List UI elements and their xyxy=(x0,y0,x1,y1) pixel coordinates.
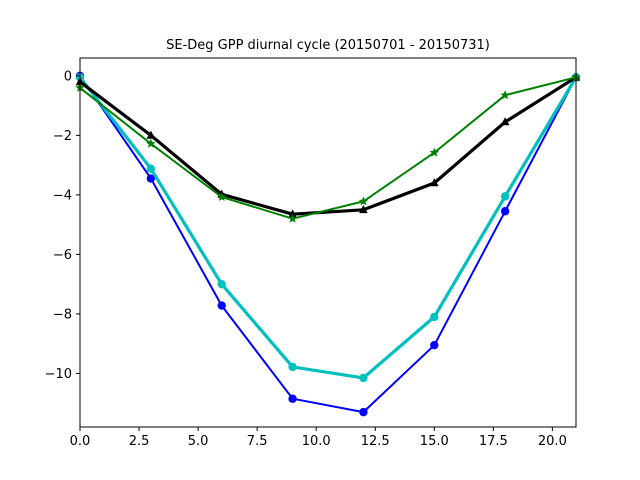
y-tick-label: −2 xyxy=(53,129,72,144)
series-4-point-4 xyxy=(287,213,298,223)
series-4-point-6 xyxy=(429,147,439,157)
series-layer xyxy=(75,71,581,417)
plot-frame xyxy=(79,57,577,428)
x-tick-label: 5.0 xyxy=(188,434,209,449)
series-3-point-4 xyxy=(288,209,297,218)
series-3-point-5 xyxy=(359,205,368,214)
series-3-point-7 xyxy=(500,117,510,126)
x-tick-label: 17.5 xyxy=(479,434,508,449)
series-1-point-4 xyxy=(288,394,297,403)
series-1-point-2 xyxy=(146,174,156,183)
series-line-3 xyxy=(79,75,577,216)
series-2-point-5 xyxy=(359,373,368,383)
y-tick-label: −6 xyxy=(53,248,72,263)
series-1-point-6 xyxy=(430,340,439,350)
y-tick-label: −8 xyxy=(53,307,72,322)
series-4-point-7 xyxy=(500,90,510,100)
series-1-point-7 xyxy=(500,207,510,216)
series-3-point-2 xyxy=(146,130,156,139)
x-tick-label: 15.0 xyxy=(420,434,449,449)
x-tick-label: 10.0 xyxy=(302,434,331,449)
series-4-point-5 xyxy=(358,196,369,206)
y-tick-label: −4 xyxy=(53,188,72,203)
y-tick-label: −10 xyxy=(45,367,72,382)
x-tick-label: 20.0 xyxy=(538,434,567,449)
series-2-point-3 xyxy=(217,279,226,289)
series-1-point-3 xyxy=(217,301,226,310)
x-tick-label: 2.5 xyxy=(129,434,150,449)
x-tick-label: 0.0 xyxy=(70,434,91,449)
chart-title: SE-Deg GPP diurnal cycle (20150701 - 201… xyxy=(166,38,490,53)
series-2-point-6 xyxy=(430,312,439,322)
series-2-point-2 xyxy=(146,164,156,173)
series-3-point-6 xyxy=(430,178,439,187)
x-tick-label: 12.5 xyxy=(361,434,390,449)
series-1-point-5 xyxy=(359,407,368,417)
series-4-point-2 xyxy=(146,138,156,148)
series-4-point-3 xyxy=(217,192,227,201)
series-line-4 xyxy=(79,76,577,220)
axes-layer: 0.0 2.5 5.0 7.5 10.0 12.5 15.0 17.5 20.0 0 −2 −4 −6 −… xyxy=(45,57,577,449)
x-tick-label: 7.5 xyxy=(247,434,268,449)
series-2-point-4 xyxy=(288,362,297,372)
series-line-1 xyxy=(79,75,577,414)
y-tick-label: 0 xyxy=(64,69,72,84)
series-line-2 xyxy=(78,76,578,380)
series-2-point-7 xyxy=(500,192,510,201)
